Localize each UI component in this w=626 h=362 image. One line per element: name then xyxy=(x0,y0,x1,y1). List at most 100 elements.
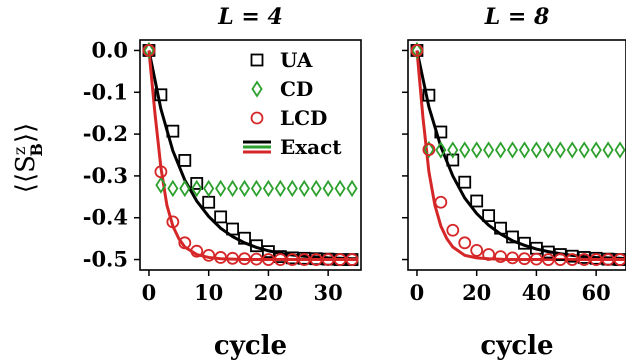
point-cd xyxy=(411,41,423,60)
axes-frame xyxy=(139,39,362,271)
point-cd xyxy=(471,141,483,159)
point-lcd xyxy=(297,253,311,266)
point-cd xyxy=(518,141,531,159)
point-lcd xyxy=(238,252,251,266)
point-cd xyxy=(542,141,554,159)
point-ua xyxy=(178,154,192,167)
legend-entry-cd: CD xyxy=(251,77,313,101)
point-cd xyxy=(179,179,191,198)
point-lcd xyxy=(154,165,168,179)
x-tick-label: 40 xyxy=(522,280,551,305)
point-cd xyxy=(506,141,519,159)
point-cd xyxy=(459,141,471,159)
plot-area xyxy=(410,41,626,266)
y-tick-label: -0.4 xyxy=(83,205,128,230)
point-cd xyxy=(590,141,602,159)
series-lcd xyxy=(410,44,626,266)
point-lcd xyxy=(530,252,543,266)
point-lcd xyxy=(226,251,239,265)
point-cd xyxy=(346,179,358,198)
point-lcd xyxy=(482,248,496,261)
x-tick-label: 20 xyxy=(254,280,283,305)
point-lcd xyxy=(142,44,156,57)
legend-marker xyxy=(250,111,264,125)
point-ua xyxy=(190,177,204,190)
point-cd xyxy=(554,141,566,159)
point-cd xyxy=(262,179,274,198)
point-cd xyxy=(155,176,167,194)
point-lcd xyxy=(190,244,204,258)
point-ua xyxy=(541,245,555,259)
point-ua xyxy=(518,236,531,250)
point-ua xyxy=(506,230,519,244)
point-ua xyxy=(166,124,180,138)
point-cd xyxy=(566,141,578,159)
point-lcd xyxy=(202,248,216,262)
point-lcd xyxy=(262,253,275,266)
panel-l4: L = 4 0 10 20 30 0.0 -0.1 -0.2 -0.3 -0.4 -0.5 cycle xyxy=(83,4,362,361)
y-tick-label: -0.5 xyxy=(83,247,128,272)
legend-label: CD xyxy=(280,77,313,101)
y-tick-label: -0.1 xyxy=(83,79,128,104)
point-cd xyxy=(578,141,590,159)
point-cd xyxy=(447,141,459,159)
point-lcd xyxy=(541,253,555,266)
point-cd xyxy=(334,179,346,198)
point-cd xyxy=(435,141,447,159)
point-cd xyxy=(203,179,215,198)
series-cd xyxy=(411,41,626,159)
point-cd xyxy=(322,179,334,198)
point-cd xyxy=(215,179,227,198)
point-cd xyxy=(298,179,310,198)
x-tick-label: 0 xyxy=(142,280,157,305)
point-lcd xyxy=(333,253,347,266)
series-cd xyxy=(143,41,358,198)
point-lcd xyxy=(345,253,359,266)
y-axis-label: ⟨⟨SzB⟩⟩ xyxy=(10,123,46,193)
point-lcd xyxy=(446,223,460,237)
series-lcd xyxy=(142,44,359,266)
svg-text:⟨⟨SzB⟩⟩: ⟨⟨SzB⟩⟩ xyxy=(10,123,46,193)
point-ua xyxy=(214,210,228,224)
point-ua xyxy=(154,88,168,102)
legend-label: LCD xyxy=(280,106,327,130)
point-ua xyxy=(226,222,239,236)
point-lcd xyxy=(553,253,567,266)
point-lcd xyxy=(166,215,180,229)
point-lcd xyxy=(518,252,531,266)
point-cd xyxy=(310,179,322,198)
point-lcd xyxy=(577,253,591,266)
x-tick-label: 60 xyxy=(582,280,611,305)
point-ua xyxy=(422,88,436,102)
legend-marker xyxy=(251,80,263,98)
point-ua xyxy=(202,195,216,209)
legend-entry-ua: UA xyxy=(250,48,313,72)
point-ua xyxy=(458,175,472,189)
legend-entry-lcd: LCD xyxy=(250,106,327,130)
point-lcd xyxy=(470,243,484,257)
axes-frame xyxy=(407,39,626,271)
point-lcd xyxy=(214,251,228,264)
point-lcd xyxy=(422,143,436,156)
point-cd xyxy=(227,179,239,198)
point-ua xyxy=(470,194,484,208)
point-cd xyxy=(274,179,286,198)
point-ua xyxy=(434,125,448,139)
plot-area xyxy=(142,41,359,266)
point-lcd xyxy=(494,250,507,264)
legend-marker xyxy=(250,53,264,67)
point-lcd xyxy=(309,253,323,266)
point-cd xyxy=(167,179,179,198)
panel-l8: L = 8 0 20 40 60 cycle xyxy=(402,4,626,361)
y-tick-label: -0.3 xyxy=(83,163,128,188)
legend-label: UA xyxy=(280,48,313,72)
point-cd xyxy=(483,141,495,159)
point-lcd xyxy=(506,251,519,265)
point-cd xyxy=(614,141,626,159)
point-lcd xyxy=(601,253,615,266)
legend-entry-exact: Exact xyxy=(243,135,342,159)
panel-title: L = 8 xyxy=(484,4,550,30)
point-cd xyxy=(143,41,155,60)
point-ua xyxy=(494,221,507,235)
